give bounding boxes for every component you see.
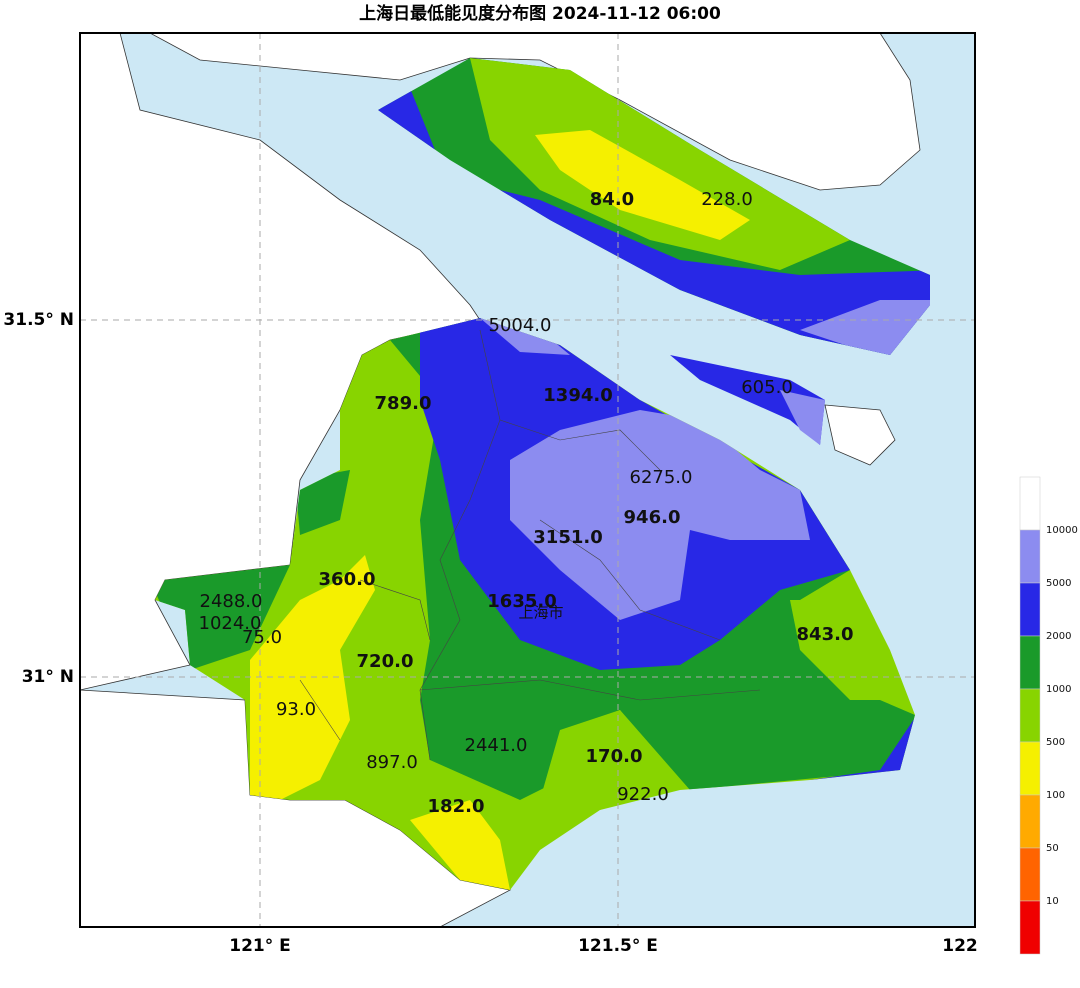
station-label: 2488.0 <box>200 591 263 612</box>
station-label: 922.0 <box>617 784 669 805</box>
station-label: 93.0 <box>276 699 316 720</box>
station-label: 720.0 <box>357 651 414 672</box>
map-title: 上海日最低能见度分布图 2024-11-12 06:00 <box>359 3 721 24</box>
legend-label: 10000 <box>1046 525 1078 536</box>
city-label: 上海市 <box>518 604 563 622</box>
station-label: 182.0 <box>428 796 485 817</box>
map-area: 84.0 228.0 5004.0 1394.0 605.0 789.0 6275.0 946… <box>80 33 975 927</box>
station-label: 1024.0 <box>199 613 262 634</box>
station-label: 1394.0 <box>543 385 612 406</box>
station-label: 360.0 <box>319 569 376 590</box>
legend-swatch <box>1019 476 1041 531</box>
station-label: 6275.0 <box>630 467 693 488</box>
x-axis-label: 121.5° E <box>578 936 658 956</box>
legend-label: 1000 <box>1046 684 1071 695</box>
y-axis-label: 31° N <box>22 667 74 687</box>
x-axis-label: 122 <box>942 936 978 956</box>
station-label: 3151.0 <box>533 527 602 548</box>
legend-label: 10 <box>1046 896 1059 907</box>
legend-label: 500 <box>1046 737 1065 748</box>
station-label: 170.0 <box>586 746 643 767</box>
station-label: 2441.0 <box>465 735 528 756</box>
legend-label: 2000 <box>1046 631 1071 642</box>
legend-label: 50 <box>1046 843 1059 854</box>
legend-swatch <box>1019 635 1041 690</box>
station-label: 75.0 <box>242 627 282 648</box>
station-label: 843.0 <box>797 624 854 645</box>
legend-swatch <box>1019 741 1041 796</box>
y-axis-label: 31.5° N <box>3 310 74 330</box>
legend-swatch <box>1019 847 1041 902</box>
legend-swatch <box>1019 582 1041 637</box>
station-label: 789.0 <box>375 393 432 414</box>
station-label: 228.0 <box>701 189 753 210</box>
legend: 10000 5000 2000 1000 500 100 50 10 <box>1019 476 1078 955</box>
legend-label: 5000 <box>1046 578 1071 589</box>
station-label: 5004.0 <box>489 315 552 336</box>
legend-swatch <box>1019 794 1041 849</box>
legend-swatch <box>1019 688 1041 743</box>
legend-swatch <box>1019 900 1041 955</box>
station-label: 946.0 <box>624 507 681 528</box>
station-label: 84.0 <box>590 189 634 210</box>
x-axis-label: 121° E <box>229 936 291 956</box>
station-label: 897.0 <box>366 752 418 773</box>
station-label: 605.0 <box>741 377 793 398</box>
legend-swatch <box>1019 529 1041 584</box>
station-label: 1635.0 <box>487 591 556 612</box>
legend-label: 100 <box>1046 790 1065 801</box>
